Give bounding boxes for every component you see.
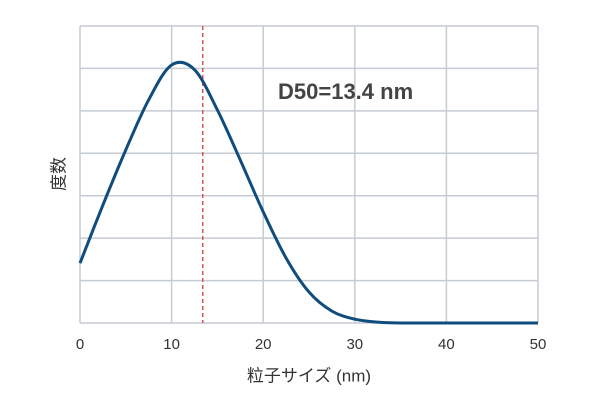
y-axis-title: 度数 [49, 157, 68, 191]
x-tick-label: 40 [438, 336, 455, 353]
data-line [78, 60, 538, 325]
x-tick-label: 30 [346, 336, 363, 353]
x-axis-title: 粒子サイズ (nm) [247, 366, 371, 385]
x-tick-label: 20 [255, 336, 272, 353]
x-tick-label: 0 [76, 336, 84, 353]
x-tick-label: 10 [163, 336, 180, 353]
x-tick-label: 50 [530, 336, 547, 353]
d50-label: D50=13.4 nm [278, 79, 413, 104]
plot-area [80, 26, 538, 323]
